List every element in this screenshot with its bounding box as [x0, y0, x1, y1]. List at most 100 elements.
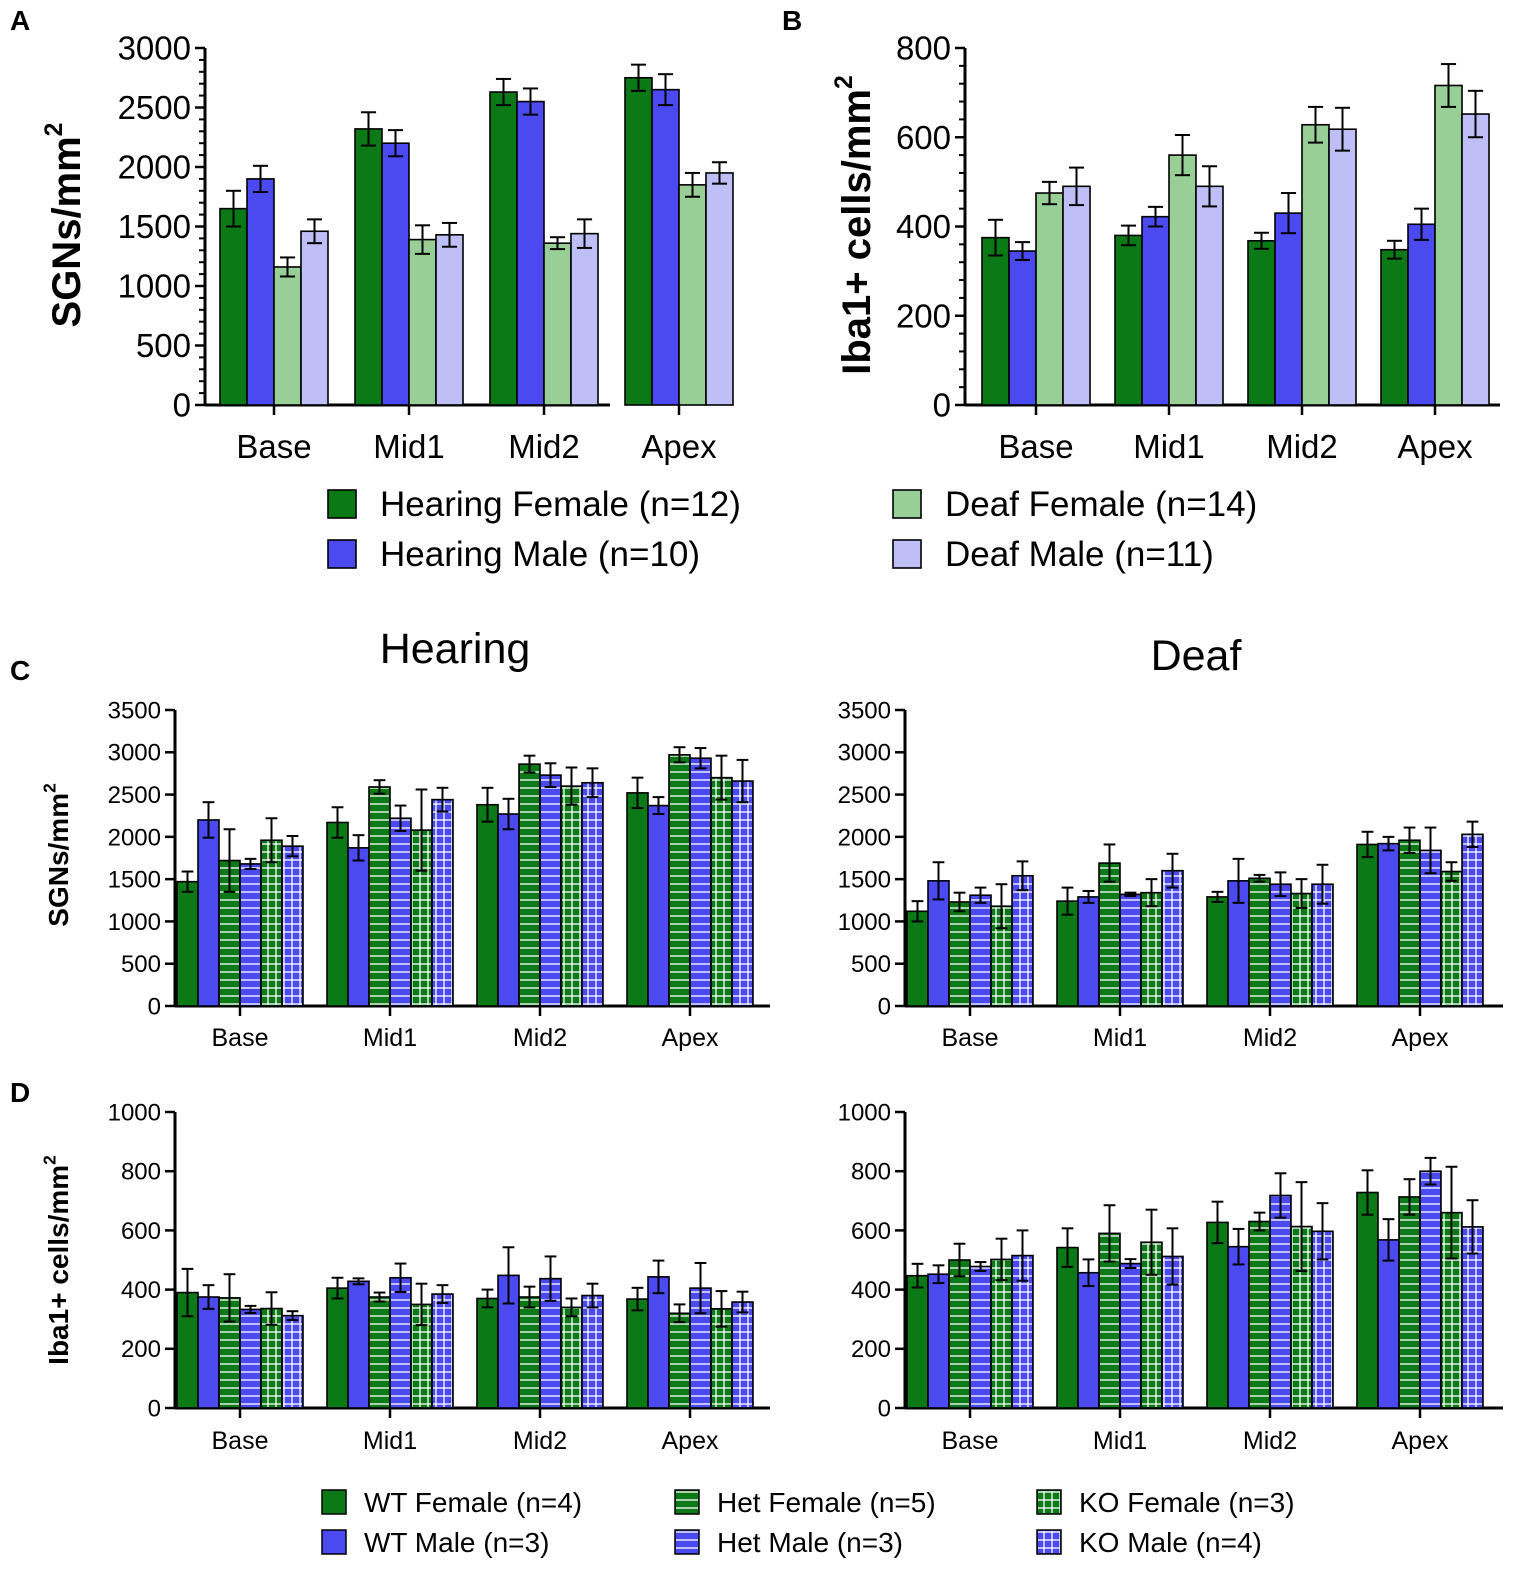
bar — [906, 910, 929, 1007]
bar — [489, 91, 518, 406]
y-tick-label: 400 — [851, 1277, 891, 1304]
bar — [1062, 185, 1091, 406]
y-tick-label: 1000 — [108, 1099, 161, 1126]
bar-group-mid2: Mid2 — [1206, 1172, 1334, 1455]
x-tick-label: Base — [942, 1427, 999, 1455]
bar — [1195, 185, 1224, 406]
bar-pattern — [1250, 1222, 1269, 1407]
bar-group-mid1: Mid1 — [1114, 134, 1224, 465]
x-tick-label: Mid1 — [1093, 1024, 1147, 1052]
bar — [1301, 123, 1330, 406]
bar-pattern — [1250, 879, 1269, 1005]
bar-pattern — [562, 787, 581, 1005]
bar — [1274, 212, 1303, 406]
bar — [1008, 250, 1037, 406]
bar — [347, 847, 370, 1007]
bar — [516, 100, 545, 406]
y-tick-label: 2500 — [118, 89, 191, 126]
x-tick-label: Base — [212, 1427, 269, 1455]
bar — [1328, 128, 1357, 406]
panel-label-d: D — [10, 1077, 30, 1108]
bar-pattern — [1271, 1196, 1290, 1407]
bar-pattern — [950, 902, 969, 1005]
bar — [705, 172, 734, 406]
bar-pattern — [691, 1289, 710, 1407]
bar-pattern — [1421, 1172, 1440, 1407]
bar-pattern — [241, 1310, 260, 1407]
bar-pattern — [1442, 1213, 1461, 1407]
bar — [1356, 843, 1379, 1007]
bar-pattern — [1313, 1232, 1332, 1407]
bar — [1035, 192, 1064, 406]
bar-pattern — [241, 864, 260, 1005]
x-tick-label: Mid2 — [1243, 1024, 1297, 1052]
y-tick-label: 1500 — [108, 867, 161, 894]
y-tick-label: 600 — [851, 1218, 891, 1245]
legend-item: WT Female (n=4) — [321, 1487, 582, 1518]
bar — [197, 1296, 220, 1409]
bar-pattern — [1463, 1227, 1482, 1407]
y-axis-title-text: Iba1+ cells/mm — [43, 1165, 74, 1365]
legend-label: Het Male (n=3) — [717, 1527, 903, 1558]
bar-pattern — [1400, 1197, 1419, 1407]
y-tick-label: 1000 — [108, 909, 161, 936]
bar-pattern — [433, 1295, 452, 1407]
legend-label: Het Female (n=5) — [717, 1487, 936, 1518]
legend-label: Deaf Female (n=14) — [945, 485, 1257, 524]
y-tick-label: 3000 — [838, 740, 891, 767]
legend-item: Hearing Male (n=10) — [327, 535, 700, 574]
y-tick-label: 0 — [878, 993, 891, 1020]
bar-group-apex: Apex — [624, 63, 734, 465]
bar-group-base: Base — [906, 1229, 1034, 1455]
bar-pattern — [433, 800, 452, 1005]
bar — [408, 238, 437, 406]
bar — [906, 1274, 929, 1409]
bar — [647, 804, 670, 1007]
y-tick-label: 1000 — [838, 909, 891, 936]
bar-group-mid1: Mid1 — [1056, 1204, 1184, 1455]
bar-pattern — [1121, 1264, 1140, 1407]
bar-pattern — [562, 1308, 581, 1407]
x-tick-label: Apex — [1397, 428, 1473, 465]
bar — [1377, 1239, 1400, 1409]
legend-label: Hearing Male (n=10) — [380, 535, 700, 574]
bar-pattern — [370, 1298, 389, 1407]
bar-pattern — [583, 1296, 602, 1407]
bar-pattern — [733, 782, 752, 1005]
y-tick-label: 3500 — [838, 697, 891, 724]
bar-group-apex: Apex — [626, 746, 754, 1052]
bar-group-mid2: Mid2 — [476, 1246, 604, 1455]
bar — [1141, 215, 1170, 406]
bar — [981, 236, 1010, 406]
bar — [1114, 234, 1143, 406]
bar-group-mid2: Mid2 — [489, 77, 599, 465]
chart-d-deaf: 0 200 400 600 800 1000 Base Mid1 Mid2 Apex — [838, 1099, 1503, 1455]
y-tick-label: 200 — [896, 297, 951, 334]
bar — [678, 184, 707, 406]
legend-item: Hearing Female (n=12) — [327, 485, 741, 524]
bar-group-mid1: Mid1 — [1056, 843, 1184, 1052]
y-tick-label: 200 — [121, 1336, 161, 1363]
legend-swatch — [892, 489, 922, 519]
chart-c-deaf: 0 500 1000 1500 2000 2500 3000 3500 Base Mid1 Mid2… — [838, 697, 1503, 1052]
bar — [246, 178, 275, 406]
bar-pattern — [733, 1303, 752, 1407]
bar-pattern — [283, 847, 302, 1005]
bar-pattern — [541, 776, 560, 1005]
x-tick-label: Apex — [662, 1427, 719, 1455]
bar-group-mid2: Mid2 — [476, 754, 604, 1052]
bar-pattern — [1292, 1227, 1311, 1407]
bar-group-base: Base — [176, 1267, 304, 1455]
y-tick-label: 2000 — [108, 824, 161, 851]
bar-pattern — [971, 896, 990, 1005]
x-tick-label: Apex — [1392, 1024, 1449, 1052]
bar-pattern — [1142, 1243, 1161, 1407]
bar-pattern — [1121, 895, 1140, 1005]
x-tick-label: Mid1 — [363, 1427, 417, 1455]
y-axis-title: SGNs/mm2 — [39, 783, 74, 926]
bar — [354, 128, 383, 406]
bar — [1434, 84, 1463, 406]
legend-bottom: WT Female (n=4) WT Male (n=3) Het Female (… — [321, 1487, 1295, 1558]
y-axis-title-text: SGNs/mm — [43, 793, 74, 927]
